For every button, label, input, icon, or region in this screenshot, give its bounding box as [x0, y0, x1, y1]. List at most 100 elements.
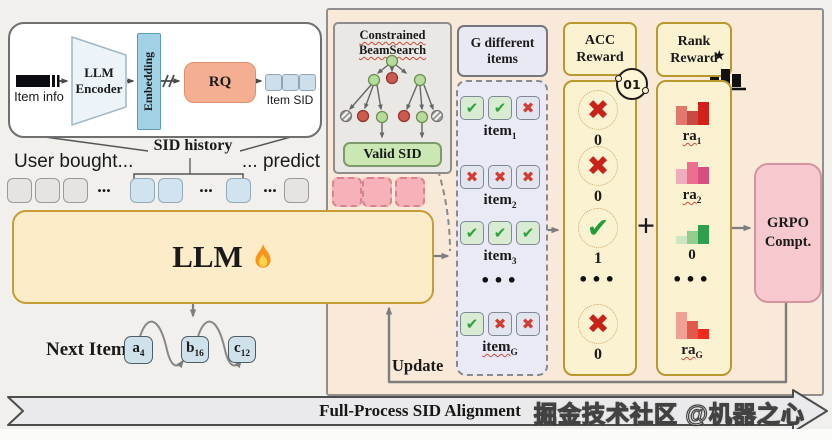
item-label: item3 [483, 248, 517, 267]
valid-sid-box: Valid SID [343, 142, 442, 167]
cross-icon: ✖ [516, 165, 540, 189]
check-icon: ✔ [460, 312, 484, 336]
item-label: item2 [483, 192, 517, 211]
ellipsis: ••• [578, 270, 618, 289]
stop-gradient-slashes [162, 74, 175, 88]
cross-icon: ✖ [516, 312, 540, 336]
sid-history-bracket [133, 173, 244, 181]
grpo-box: GRPO Compt. [754, 163, 822, 303]
tree-node-invalid [356, 109, 370, 123]
llm-label: LLM [172, 239, 243, 274]
bar-chart [675, 311, 709, 339]
item-group: ✔ ✖ ✖ itemG [456, 312, 544, 358]
barcode-bar [57, 75, 60, 87]
rank-label: ra2 [682, 187, 702, 206]
check-icon: ✔ [488, 221, 512, 245]
rq-block: RQ [184, 62, 256, 103]
beam-search-tree [339, 54, 444, 139]
ellipsis: ... [199, 176, 213, 196]
tree-node-valid [385, 54, 399, 68]
history-token [63, 178, 88, 203]
rank-label: ra1 [682, 128, 702, 147]
sid-tokenizer-box: Item info LLM Encoder Embedding RQ Item … [8, 22, 322, 138]
ellipsis: ... [263, 176, 277, 196]
watermark: 掘金技术社区 @机器之心 [533, 400, 805, 427]
history-token-sid [158, 178, 183, 203]
tree-node-pruned [339, 109, 353, 123]
beam-search-box: Constrained BeamSearch [333, 22, 452, 174]
beam-search-title: Constrained [359, 28, 426, 42]
tree-node-invalid [397, 109, 411, 123]
update-loop-arrow [385, 300, 788, 384]
acc-entry: ✖ 0 [563, 90, 633, 150]
check-icon: ✔ [578, 208, 618, 248]
item-group: ✔ ✔ ✖ item1 [456, 96, 544, 142]
check-icon: ✔ [460, 221, 484, 245]
llm-encoder-label: LLM Encoder [75, 65, 123, 96]
check-icon: ✔ [460, 96, 484, 120]
ellipsis: ••• [672, 270, 712, 289]
item-sid-token [282, 74, 299, 91]
bar-chart [675, 101, 709, 125]
check-icon: ✔ [516, 221, 540, 245]
tree-node-valid [413, 73, 427, 87]
llm-encoder-trapezoid [71, 35, 127, 127]
next-item-token: c12 [228, 336, 256, 363]
history-token [7, 178, 32, 203]
tree-node-valid [375, 110, 389, 124]
next-item-label: Next Item [46, 339, 127, 360]
item-group: ✖ ✖ ✖ item2 [456, 165, 544, 211]
token-a-to-b-curve [138, 320, 184, 369]
acc-entry: ✖ 0 [563, 304, 633, 364]
acc-reward-header: ACC Reward [563, 22, 637, 76]
item-label: itemG [482, 339, 518, 358]
tree-node-invalid [385, 71, 399, 85]
history-token-sid [226, 178, 251, 203]
item-sid-label: Item SID [266, 93, 314, 107]
update-label: Update [392, 356, 444, 375]
pipeline-graphics [16, 35, 263, 127]
acc-value: 1 [594, 250, 602, 267]
masked-sid-token [332, 177, 362, 207]
next-item-token: b16 [181, 336, 209, 363]
token-b-to-c-curve [196, 320, 242, 369]
bar-chart [675, 224, 709, 244]
rank-label: 0 [688, 247, 696, 263]
ellipsis: ••• [480, 271, 520, 290]
barcode-bar [52, 75, 55, 87]
fire-icon [255, 244, 271, 268]
acc-value: 0 [594, 346, 602, 363]
history-token-sid [130, 178, 155, 203]
embedding-label: Embedding [141, 51, 156, 112]
acc-entry: ✔ 1 [563, 208, 633, 268]
bar-chart [675, 161, 709, 184]
tree-node-valid [367, 73, 381, 87]
alignment-ribbon-label: Full-Process SID Alignment [319, 401, 521, 420]
star-icon: ★ [713, 48, 726, 64]
plus-sign: + [636, 207, 656, 243]
llm-box: LLM [12, 210, 434, 304]
acc-value: 0 [594, 132, 602, 149]
cross-icon: ✖ [578, 304, 618, 344]
tree-node-pruned [430, 109, 444, 123]
masked-sid-token [362, 177, 392, 207]
item-label: item1 [483, 123, 517, 142]
ellipsis: ... [97, 176, 111, 196]
user-bought-label: User bought... [14, 151, 134, 172]
rank-label: raG [681, 342, 703, 361]
valid-sid-dashed-line [437, 169, 451, 252]
history-token [35, 178, 60, 203]
items-header: G different items [457, 25, 548, 77]
next-item-token: a4 [124, 336, 153, 364]
cross-icon: ✖ [578, 90, 618, 130]
rank-entry: raG [656, 311, 728, 361]
sid-history-label: SID history [153, 137, 233, 154]
cross-icon: ✖ [516, 96, 540, 120]
acc-entry: ✖ 0 [563, 146, 633, 206]
binary-badge: 01 [615, 68, 649, 100]
item-sid-token [265, 74, 282, 91]
rank-entry: 0 [656, 224, 728, 266]
check-icon: ✔ [488, 96, 512, 120]
rank-entry: ra2 [656, 161, 728, 206]
